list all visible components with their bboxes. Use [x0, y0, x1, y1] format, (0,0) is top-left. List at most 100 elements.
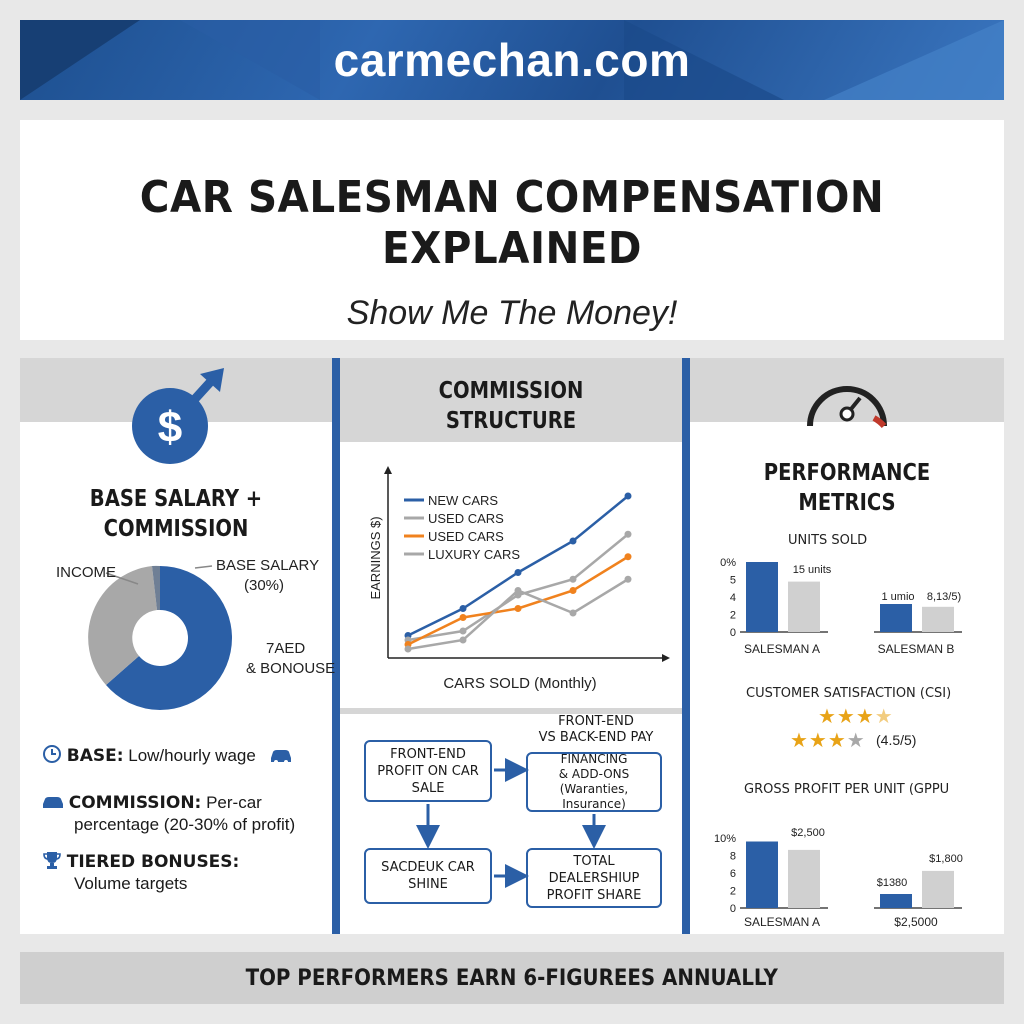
flow-text: TOTAL DEALERSHIUP	[548, 853, 640, 886]
bar	[746, 841, 778, 908]
trophy-icon	[43, 852, 61, 869]
data-point	[514, 605, 522, 612]
bullet-label: BASE:	[66, 746, 124, 766]
panel-heading: COMMISSION	[438, 378, 584, 404]
bar	[746, 562, 778, 632]
flow-text: PROFIT SHARE	[546, 887, 642, 903]
donut-label-income: INCOME	[56, 564, 116, 581]
data-label: 15 units	[793, 564, 832, 576]
footer-text: TOP PERFORMERS EARN 6-FIGUREES ANNUALLY	[245, 965, 779, 991]
income-donut-chart	[88, 565, 232, 710]
panel-heading: METRICS	[798, 490, 896, 516]
legend-label: USED CARS	[428, 511, 504, 526]
bullet-label: COMMISSION:	[68, 793, 202, 813]
site-name[interactable]: carmechan.com	[333, 34, 691, 86]
bar	[788, 581, 820, 632]
gppu-title: GROSS PROFIT PER UNIT (GPPU	[744, 782, 950, 797]
commission-structure-panel: COMMISSION STRUCTURE NEW CARS USED CARS US…	[340, 358, 682, 934]
list-item: COMMISSION: Per-car percentage (20-30% o…	[42, 792, 295, 836]
dollar-growth-icon: $	[132, 368, 224, 464]
legend-label: USED CARS	[428, 529, 504, 544]
data-point	[459, 614, 467, 621]
tick-label: 4	[730, 592, 736, 604]
panel-heading: COMMISSION	[103, 516, 249, 542]
data-point	[624, 530, 632, 538]
donut-slice-income	[88, 566, 157, 685]
svg-text:$: $	[158, 403, 182, 452]
star-rating-icon: ★★★★	[818, 706, 894, 728]
page-title: CAR SALESMAN COMPENSATION EXPLAINED	[139, 172, 885, 274]
content-panels: $ BASE SALARY + COMMISSION INCOME BASE S…	[20, 358, 1004, 934]
bar	[788, 849, 820, 908]
earnings-line-chart: NEW CARS USED CARS USED CARS LUXURY CARS EAR…	[368, 466, 670, 692]
units-sold-chart: 0% 5 4 2 0 15 units 1 umio 8,13/5) SALESMAN A SAL…	[720, 557, 962, 656]
donut-slice-base	[106, 566, 232, 710]
panel-heading: STRUCTURE	[445, 408, 577, 434]
data-label: 1 umio	[881, 591, 914, 603]
gppu-chart: 10% 8 6 2 0 $2,500 $1380 $1,800 SALESMAN A $2,500…	[714, 827, 963, 928]
bar	[922, 606, 954, 632]
car-icon	[270, 750, 291, 764]
flow-text: (Waranties, Insurance)	[559, 782, 629, 811]
page-subtitle: Show Me The Money!	[346, 294, 678, 332]
tick-label: 0%	[720, 557, 736, 569]
units-title: UNITS SOLD	[788, 533, 868, 548]
bar	[880, 604, 912, 632]
data-label: $1380	[877, 877, 908, 889]
category-label: SALESMAN A	[744, 642, 820, 656]
donut-label-other: & BONOUSE	[246, 660, 336, 677]
flow-note: FRONT-END VS BACK-END PAY	[526, 714, 666, 746]
base-salary-panel: $ BASE SALARY + COMMISSION INCOME BASE S…	[20, 358, 336, 934]
bar	[880, 894, 912, 908]
category-label: SALESMAN A	[744, 915, 820, 928]
tick-label: 0	[730, 627, 736, 639]
data-point	[514, 569, 522, 576]
site-banner: carmechan.com	[20, 20, 1004, 100]
divider	[332, 358, 340, 934]
x-axis-label: CARS SOLD (Monthly)	[443, 675, 596, 692]
panel-heading: BASE SALARY +	[89, 486, 263, 512]
flow-box-front-end: FRONT-END PROFIT ON CAR SALE	[364, 740, 492, 802]
flow-box-car-shine: SACDEUK CAR SHINE	[364, 848, 492, 904]
legend-label: LUXURY CARS	[428, 547, 520, 562]
data-point	[569, 537, 577, 545]
bullet-text: Low/hourly wage	[123, 746, 256, 765]
data-point	[624, 575, 632, 583]
csi-title: CUSTOMER SATISFACTION (CSI)	[746, 686, 952, 701]
data-label: $2,500	[791, 827, 825, 839]
bullet-text: percentage (20-30% of profit)	[74, 815, 296, 834]
csi-rating: (4.5/5)	[876, 732, 917, 748]
star-rating-icon: ★★★★	[790, 730, 866, 752]
tick-label: 2	[730, 610, 736, 622]
flow-box-financing: FINANCING & ADD-ONS (Waranties, Insuranc…	[526, 752, 662, 812]
data-point	[404, 645, 412, 653]
data-point	[624, 553, 632, 561]
category-label: $2,5000	[894, 915, 938, 928]
flow-arrows	[416, 758, 606, 888]
bar	[922, 870, 954, 908]
tick-label: 10%	[714, 833, 736, 845]
tick-label: 0	[730, 903, 736, 915]
flow-text: FRONT-END	[558, 714, 634, 729]
data-point	[514, 587, 522, 594]
data-point	[569, 575, 577, 583]
tick-label: 8	[730, 851, 736, 863]
donut-label-base: BASE SALARY	[216, 557, 320, 574]
car-icon	[43, 797, 63, 808]
category-label: SALESMAN B	[878, 642, 955, 656]
donut-slice-small	[152, 565, 160, 610]
legend-label: NEW CARS	[428, 493, 498, 508]
bullet-text: Per-car	[201, 793, 262, 812]
clock-icon	[43, 745, 61, 763]
y-axis-label: EARNINGS $)	[368, 516, 383, 599]
data-label: 8,13/5)	[927, 591, 961, 603]
flow-text: VS BACK-END PAY	[538, 730, 654, 745]
speedometer-icon	[807, 386, 887, 429]
flow-text: PROFIT ON CAR SALE	[377, 763, 479, 796]
flow-text: & ADD-ONS	[558, 767, 630, 781]
section-divider	[340, 708, 682, 714]
donut-label-base-pct: (30%)	[244, 577, 285, 594]
donut-leaders	[105, 565, 213, 585]
performance-metrics-panel: PERFORMANCE METRICS UNITS SOLD 0% 5 4 2 0 15 …	[690, 358, 1004, 934]
tick-label: 2	[730, 886, 736, 898]
